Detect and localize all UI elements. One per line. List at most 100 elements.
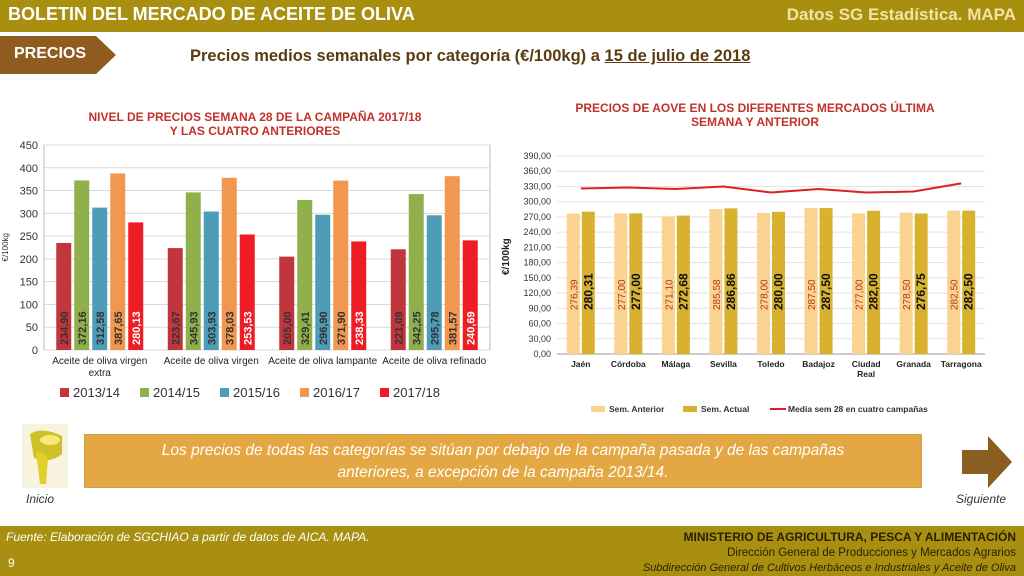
chart2-bar-previous-week: [661, 216, 675, 354]
chart1-legend-swatch: [220, 388, 229, 397]
chart1-data-label: 371,90: [336, 311, 348, 345]
chart1-data-label: 280,13: [131, 311, 143, 345]
chart2-category-label: Tarragona: [941, 359, 982, 369]
chart1-ytick-label: 450: [20, 140, 38, 152]
footer-directorate: Dirección General de Producciones y Merc…: [727, 547, 1016, 559]
chart2-ylabel: €/100kg: [501, 238, 512, 275]
chart1-data-label: 372,16: [77, 311, 89, 345]
chart2-data-label: 280,00: [772, 273, 786, 310]
chart2-ytick-label: 120,00: [523, 288, 551, 298]
chart2-category-label: Real: [857, 369, 875, 379]
chart1-bar-2016-17: [333, 180, 349, 350]
chart1-legend-label: 2017/18: [393, 385, 440, 400]
chart1-legend-swatch: [60, 388, 69, 397]
chart2-ytick-label: 150,00: [523, 273, 551, 283]
chart2-ytick-label: 60,00: [528, 319, 551, 329]
footer-subdirectorate: Subdirección General de Cultivos Herbáce…: [642, 562, 1016, 574]
chart2-bar-current-week: [629, 213, 643, 354]
section-tag-label: PRECIOS: [14, 45, 87, 62]
chart1-legend-label: 2015/16: [233, 385, 280, 400]
chart2-data-label: 280,31: [581, 273, 595, 310]
chart1-data-label: 378,03: [224, 311, 236, 345]
chart1-legend-swatch: [140, 388, 149, 397]
chart1-bar-2013-14: [167, 248, 183, 350]
chart1-data-label: 295,78: [429, 311, 441, 345]
chart1-legend-label: 2013/14: [73, 385, 120, 400]
chart1-ylabel: €/100kg: [1, 233, 10, 261]
chart1-data-label: 329,41: [300, 311, 312, 345]
chart1-bar-2017-18: [351, 241, 367, 350]
chart1-bar-2015-16: [92, 207, 108, 350]
subtitle-date: 15 de julio de 2018: [604, 47, 751, 65]
chart1-legend-swatch: [300, 388, 309, 397]
chart2-category-label: Granada: [896, 359, 931, 369]
chart2-ytick-label: 210,00: [523, 242, 551, 252]
page-number: 9: [8, 556, 15, 570]
chart1-category-label: Aceite de oliva virgen: [164, 356, 259, 367]
chart2-bar-current-week: [676, 215, 690, 354]
olive-oil-bottle-icon: [22, 424, 68, 488]
chart1-bar-2016-17: [221, 177, 237, 350]
chart2-legend-swatch: [591, 406, 605, 412]
chart2-category-label: Córdoba: [611, 359, 646, 369]
chart2-bar-current-week: [962, 210, 976, 354]
chart2-bar-current-week: [819, 208, 833, 354]
subtitle-text: Precios medios semanales por categoría (…: [190, 47, 600, 65]
footer-source: Fuente: Elaboración de SGCHIAO a partir …: [6, 530, 370, 544]
summary-note: Los precios de todas las categorías se s…: [84, 434, 922, 488]
chart1-data-label: 303,93: [206, 311, 218, 345]
chart2-title-line1: PRECIOS DE AOVE EN LOS DIFERENTES MERCAD…: [575, 101, 935, 115]
chart2-data-label: 287,50: [819, 273, 833, 310]
chart2-data-label: 277,00: [855, 279, 866, 310]
chart1-title-line1: NIVEL DE PRECIOS SEMANA 28 DE LA CAMPAÑA…: [88, 110, 422, 124]
chart2-ytick-label: 360,00: [523, 166, 551, 176]
chart1-bar-2017-18: [462, 240, 478, 350]
footer-bar: Fuente: Elaboración de SGCHIAO a partir …: [0, 526, 1024, 576]
chart1-ytick-label: 250: [20, 231, 38, 243]
chart1-ytick-label: 150: [20, 277, 38, 289]
chart1-title: NIVEL DE PRECIOS SEMANA 28 DE LA CAMPAÑA…: [20, 110, 490, 138]
summary-note-line2: anteriores, a excepción de la campaña 20…: [337, 464, 669, 481]
chart1-data-label: 238,33: [354, 311, 366, 345]
summary-note-line1: Los precios de todas las categorías se s…: [161, 442, 845, 459]
chart2-ytick-label: 390,00: [523, 151, 551, 161]
chart1-category-label: Aceite de oliva refinado: [382, 356, 486, 367]
chart2-data-label: 272,68: [676, 273, 690, 310]
chart1-ytick-label: 300: [20, 208, 38, 220]
tag-arrow-shape: [0, 36, 116, 74]
chart2-average-line: [580, 182, 962, 194]
chart2-data-label: 276,75: [914, 273, 928, 310]
chart2-ytick-label: 90,00: [528, 303, 551, 313]
chart1-ytick-label: 50: [26, 322, 38, 334]
chart1-category-label: Aceite de oliva virgen: [52, 356, 147, 367]
chart1-category-prices: 0 50 100 150 200 250 300 350 400 450 €/100kg 234,90…: [1, 140, 491, 400]
chart2-bar-previous-week: [757, 212, 770, 354]
chart2-bar-previous-week: [709, 209, 723, 354]
chart1-bar-2013-14: [56, 242, 72, 350]
chart1-data-label: 387,65: [113, 311, 125, 345]
chart1-bar-2017-18: [128, 222, 144, 350]
chart1-data-label: 381,57: [447, 311, 459, 345]
chart1-data-label: 234,90: [59, 311, 71, 345]
chart2-data-label: 278,50: [902, 279, 913, 310]
chart2-bar-previous-week: [852, 213, 866, 354]
chart1-bar-2015-16: [203, 211, 219, 350]
next-arrow-icon[interactable]: [962, 436, 1012, 488]
prev-link[interactable]: Inicio: [26, 492, 55, 506]
chart2-bar-previous-week: [947, 210, 961, 354]
chart2-data-label: 271,10: [664, 279, 675, 310]
chart1-title-line2: Y LAS CUATRO ANTERIORES: [169, 124, 341, 138]
chart2-bar-current-week: [914, 213, 928, 354]
chart1-bar-2015-16: [426, 215, 442, 350]
chart2-legend-swatch: [683, 406, 697, 412]
chart1-data-label: 312,58: [95, 311, 107, 345]
chart2-category-label: Toledo: [757, 359, 784, 369]
chart1-legend-label: 2016/17: [313, 385, 360, 400]
chart2-ytick-label: 30,00: [528, 334, 551, 344]
chart2-ytick-label: 240,00: [523, 227, 551, 237]
next-link[interactable]: Siguiente: [956, 492, 1007, 506]
chart2-ytick-label: 300,00: [523, 197, 551, 207]
chart2-bar-previous-week: [566, 213, 580, 354]
chart1-bar-2013-14: [390, 249, 406, 350]
chart1-data-label: 223,67: [170, 311, 182, 345]
